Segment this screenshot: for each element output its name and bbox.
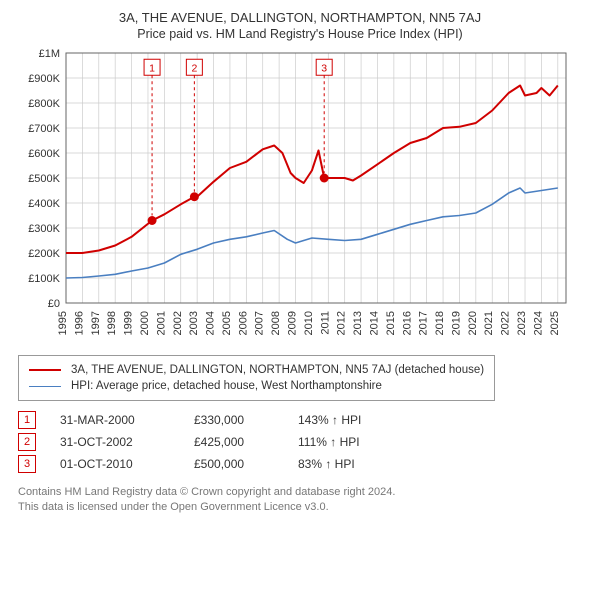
svg-text:£300K: £300K bbox=[28, 223, 60, 235]
sale-price: £330,000 bbox=[194, 413, 274, 427]
sale-vs-hpi: 111% ↑ HPI bbox=[298, 435, 360, 449]
attribution: Contains HM Land Registry data © Crown c… bbox=[18, 485, 582, 515]
svg-text:2025: 2025 bbox=[549, 311, 561, 335]
svg-text:2021: 2021 bbox=[483, 311, 495, 335]
svg-text:£100K: £100K bbox=[28, 273, 60, 285]
svg-text:£1M: £1M bbox=[39, 48, 60, 60]
sale-vs-hpi: 83% ↑ HPI bbox=[298, 457, 355, 471]
svg-text:2017: 2017 bbox=[418, 311, 430, 335]
svg-text:£0: £0 bbox=[48, 298, 60, 310]
svg-text:2007: 2007 bbox=[254, 311, 266, 335]
sale-marker-box: 1 bbox=[18, 411, 36, 429]
sale-price: £500,000 bbox=[194, 457, 274, 471]
svg-text:1996: 1996 bbox=[73, 311, 85, 335]
sale-date: 01-OCT-2010 bbox=[60, 457, 170, 471]
attribution-line2: This data is licensed under the Open Gov… bbox=[18, 500, 582, 515]
svg-text:2018: 2018 bbox=[434, 311, 446, 335]
svg-text:2009: 2009 bbox=[287, 311, 299, 335]
sale-date: 31-MAR-2000 bbox=[60, 413, 170, 427]
sale-marker-box: 3 bbox=[18, 455, 36, 473]
legend-swatch-hpi bbox=[29, 386, 61, 387]
svg-text:£700K: £700K bbox=[28, 123, 60, 135]
svg-text:1999: 1999 bbox=[123, 311, 135, 335]
sale-row: 3 01-OCT-2010 £500,000 83% ↑ HPI bbox=[18, 453, 582, 475]
legend-item-property: 3A, THE AVENUE, DALLINGTON, NORTHAMPTON,… bbox=[29, 362, 484, 378]
legend-label-hpi: HPI: Average price, detached house, West… bbox=[71, 380, 382, 392]
svg-text:2014: 2014 bbox=[368, 311, 380, 335]
svg-text:£600K: £600K bbox=[28, 148, 60, 160]
legend-label-property: 3A, THE AVENUE, DALLINGTON, NORTHAMPTON,… bbox=[71, 364, 484, 376]
chart-container: £0 £100K £200K £300K £400K £500K £600K £700K £80… bbox=[18, 47, 582, 347]
attribution-line1: Contains HM Land Registry data © Crown c… bbox=[18, 485, 582, 500]
svg-text:£800K: £800K bbox=[28, 98, 60, 110]
svg-text:2002: 2002 bbox=[172, 311, 184, 335]
svg-text:£900K: £900K bbox=[28, 73, 60, 85]
legend: 3A, THE AVENUE, DALLINGTON, NORTHAMPTON,… bbox=[18, 355, 495, 401]
sale-marker-box: 2 bbox=[18, 433, 36, 451]
title-sub: Price paid vs. HM Land Registry's House … bbox=[18, 27, 582, 41]
svg-text:2006: 2006 bbox=[237, 311, 249, 335]
svg-text:2004: 2004 bbox=[205, 311, 217, 335]
svg-text:2000: 2000 bbox=[139, 311, 151, 335]
svg-text:2012: 2012 bbox=[336, 311, 348, 335]
svg-text:2016: 2016 bbox=[401, 311, 413, 335]
svg-text:2013: 2013 bbox=[352, 311, 364, 335]
svg-text:2010: 2010 bbox=[303, 311, 315, 335]
svg-text:£400K: £400K bbox=[28, 198, 60, 210]
svg-text:2001: 2001 bbox=[155, 311, 167, 335]
svg-text:2008: 2008 bbox=[270, 311, 282, 335]
sale-vs-hpi: 143% ↑ HPI bbox=[298, 413, 361, 427]
sale-table: 1 31-MAR-2000 £330,000 143% ↑ HPI 2 31-OCT-20… bbox=[18, 409, 582, 475]
svg-text:1998: 1998 bbox=[106, 311, 118, 335]
legend-item-hpi: HPI: Average price, detached house, West… bbox=[29, 378, 484, 394]
svg-text:2005: 2005 bbox=[221, 311, 233, 335]
svg-text:2011: 2011 bbox=[319, 311, 331, 335]
svg-text:3: 3 bbox=[321, 62, 327, 74]
svg-text:2024: 2024 bbox=[532, 311, 544, 335]
sale-row: 1 31-MAR-2000 £330,000 143% ↑ HPI bbox=[18, 409, 582, 431]
sale-row: 2 31-OCT-2002 £425,000 111% ↑ HPI bbox=[18, 431, 582, 453]
legend-swatch-property bbox=[29, 369, 61, 371]
svg-text:2022: 2022 bbox=[500, 311, 512, 335]
svg-text:1: 1 bbox=[149, 62, 155, 74]
svg-text:2015: 2015 bbox=[385, 311, 397, 335]
svg-text:2023: 2023 bbox=[516, 311, 528, 335]
svg-text:£500K: £500K bbox=[28, 173, 60, 185]
svg-text:2003: 2003 bbox=[188, 311, 200, 335]
svg-text:2020: 2020 bbox=[467, 311, 479, 335]
svg-text:2019: 2019 bbox=[450, 311, 462, 335]
svg-text:1997: 1997 bbox=[90, 311, 102, 335]
sale-date: 31-OCT-2002 bbox=[60, 435, 170, 449]
svg-text:1995: 1995 bbox=[57, 311, 69, 335]
svg-text:2: 2 bbox=[191, 62, 197, 74]
sale-price: £425,000 bbox=[194, 435, 274, 449]
title-main: 3A, THE AVENUE, DALLINGTON, NORTHAMPTON,… bbox=[18, 10, 582, 25]
svg-text:£200K: £200K bbox=[28, 248, 60, 260]
price-chart: £0 £100K £200K £300K £400K £500K £600K £700K £80… bbox=[18, 47, 578, 347]
